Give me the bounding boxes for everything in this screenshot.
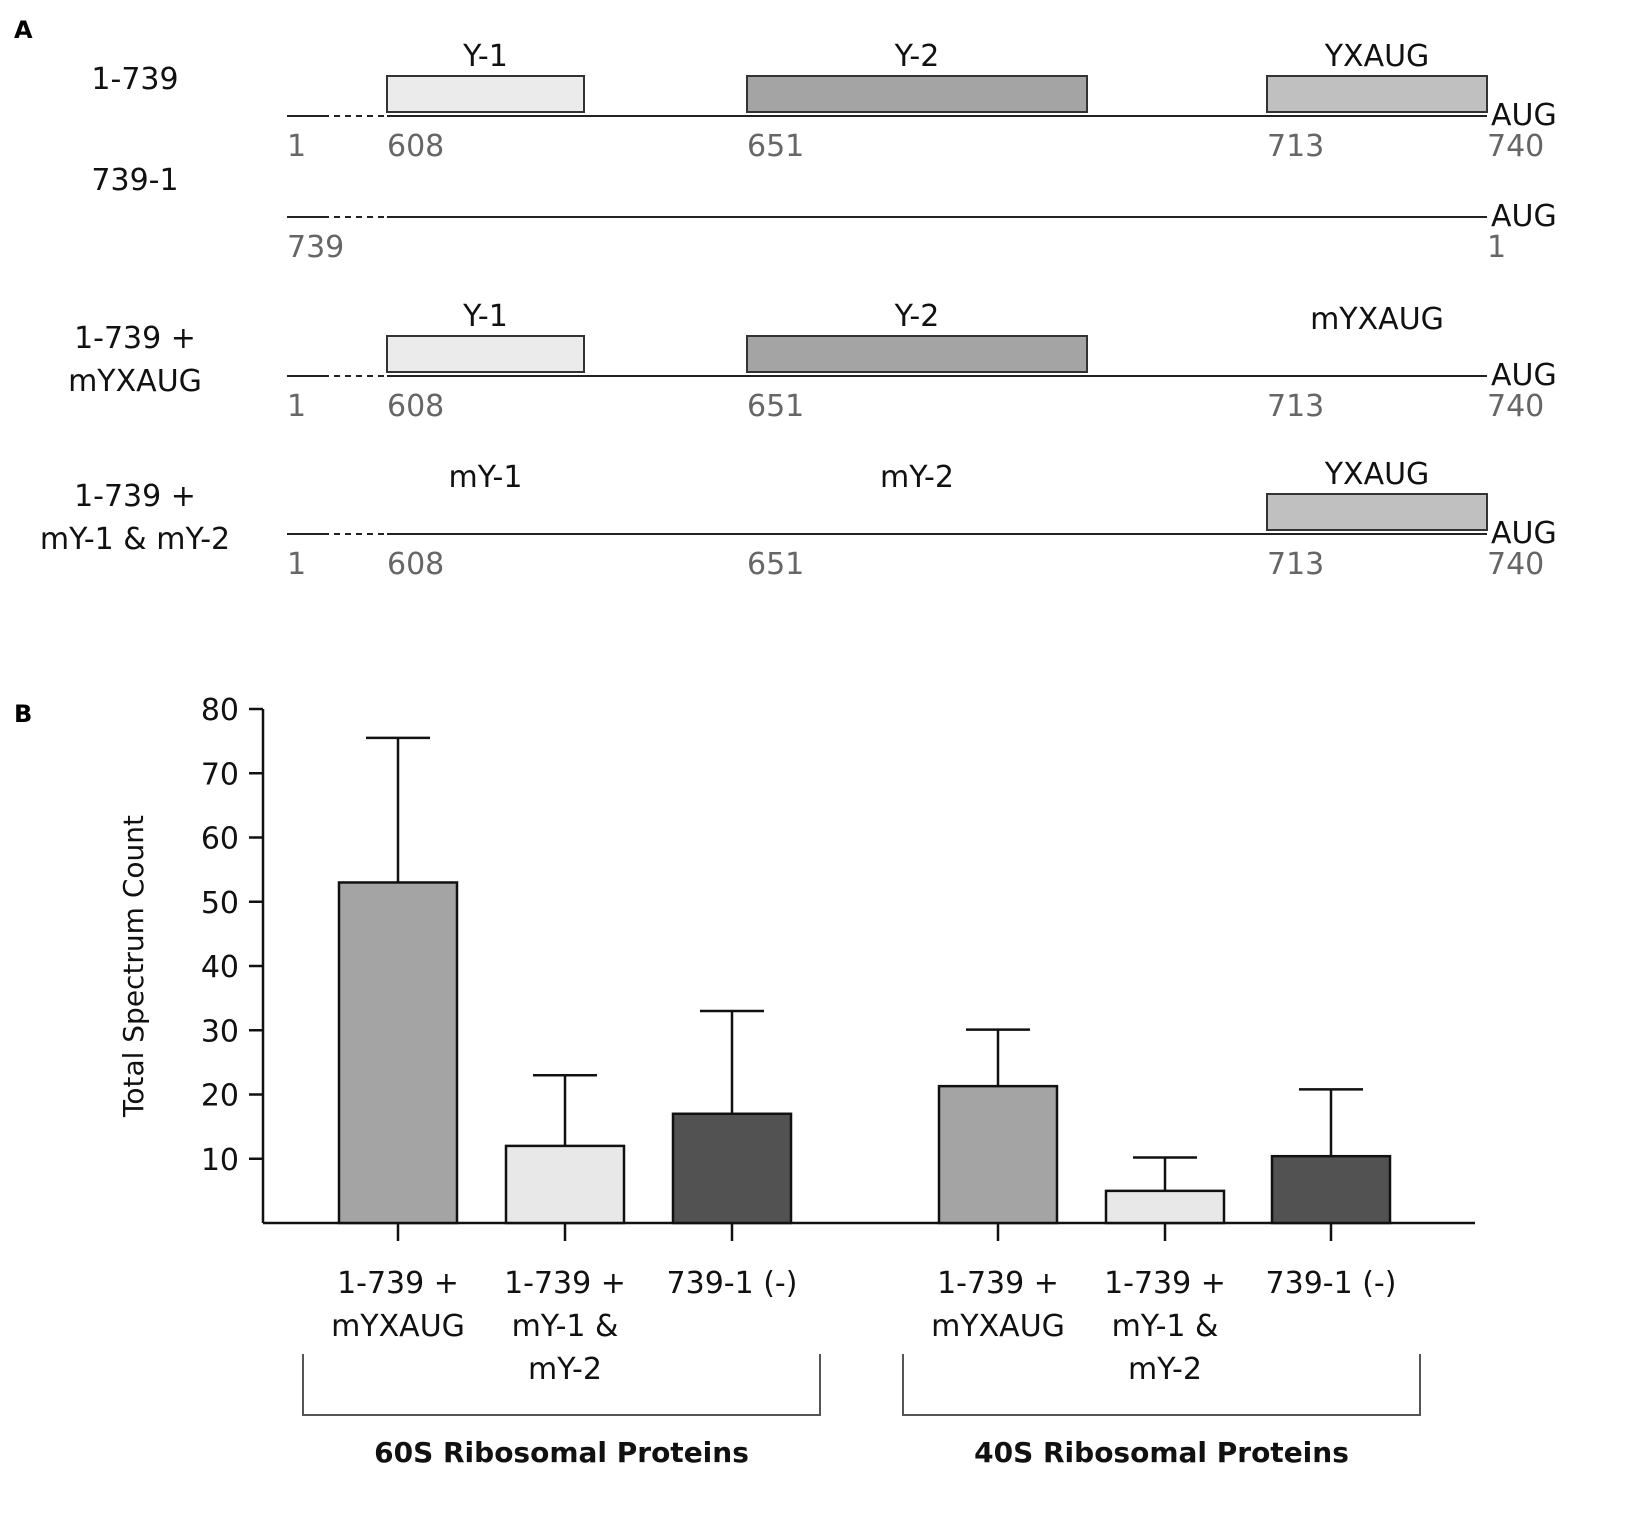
- panel-a-construct-diagram: 1-739 AUG Y-1 Y-2 YXAUG 1 608 651 713 740 739-1 AUG…: [40, 39, 1557, 582]
- y-tick-label: 80: [201, 693, 239, 728]
- bar: [671, 1112, 793, 1225]
- category-label: mY-2: [528, 1352, 602, 1387]
- category-label: 1-739 +: [937, 1266, 1059, 1301]
- bar: [1270, 1154, 1392, 1225]
- construct-row: 1-739 + mY-1 & mY-2 AUG YXAUG mY-1 mY-2 1 608 65…: [40, 457, 1557, 582]
- category-label: mYXAUG: [931, 1309, 1065, 1344]
- element-label: YXAUG: [1324, 457, 1430, 492]
- y-tick-label: 60: [201, 822, 239, 857]
- category-label: 739-1 (-): [1266, 1266, 1397, 1301]
- construct-name: 1-739: [91, 62, 178, 97]
- aug-label: AUG: [1491, 199, 1557, 234]
- bar: [504, 1144, 626, 1225]
- position-number: 608: [387, 547, 444, 582]
- position-number: 651: [747, 389, 804, 424]
- category-label: mY-1 &: [1112, 1309, 1219, 1344]
- position-number: 1: [287, 547, 306, 582]
- element-box: [746, 335, 1088, 373]
- category-label: 1-739 +: [337, 1266, 459, 1301]
- construct-row: 739-1 AUG 739 1: [91, 163, 1556, 265]
- element-label: Y-1: [462, 299, 508, 334]
- position-number: 740: [1487, 389, 1544, 424]
- element-box: [386, 75, 585, 113]
- y-axis-title: Total Spectrum Count: [117, 815, 150, 1118]
- position-number: 651: [747, 129, 804, 164]
- mutated-element-label: mY-2: [880, 460, 954, 495]
- construct-row: 1-739 + mYXAUG AUG Y-1 Y-2 mYXAUG 1 608 651 713 74…: [68, 299, 1557, 424]
- category-label: mY-2: [1128, 1352, 1202, 1387]
- y-tick-label: 50: [201, 886, 239, 921]
- bar-group: 1-739 + mYXAUG 1-739 + mY-1 & mY-2 739-1 (-) 4…: [902, 1028, 1421, 1469]
- element-box: [386, 335, 585, 373]
- position-number: 608: [387, 129, 444, 164]
- bar: [937, 1084, 1059, 1225]
- group-bracket: [302, 1354, 821, 1416]
- panel-b-bar-chart: 10 20 30 40 50 60 70 80 Total Spectrum Count 1-73…: [117, 693, 1475, 1469]
- aug-label: AUG: [1491, 98, 1557, 133]
- group-bracket: [902, 1354, 1421, 1416]
- category-label: mYXAUG: [331, 1309, 465, 1344]
- position-number: 739: [287, 230, 344, 265]
- category-label: 1-739 +: [1104, 1266, 1226, 1301]
- group-label: 60S Ribosomal Proteins: [374, 1436, 749, 1469]
- category-label: 739-1 (-): [667, 1266, 798, 1301]
- y-tick-label: 70: [201, 757, 239, 792]
- position-number: 740: [1487, 129, 1544, 164]
- construct-name: mYXAUG: [68, 364, 202, 399]
- mutated-element-label: mYXAUG: [1310, 302, 1444, 337]
- element-label: Y-1: [462, 39, 508, 74]
- bar: [337, 881, 459, 1225]
- panel-a-letter: A: [14, 16, 33, 44]
- position-number: 1: [1487, 230, 1506, 265]
- y-tick-label: 30: [201, 1014, 239, 1049]
- group-label: 40S Ribosomal Proteins: [974, 1436, 1349, 1469]
- y-tick-label: 10: [201, 1143, 239, 1178]
- position-number: 740: [1487, 547, 1544, 582]
- category-label: 1-739 +: [504, 1266, 626, 1301]
- aug-label: AUG: [1491, 516, 1557, 551]
- aug-label: AUG: [1491, 358, 1557, 393]
- construct-name: 739-1: [91, 163, 178, 198]
- position-number: 608: [387, 389, 444, 424]
- bar: [1104, 1189, 1226, 1225]
- element-label: YXAUG: [1324, 39, 1430, 74]
- category-label: mY-1 &: [512, 1309, 619, 1344]
- element-box: [1266, 493, 1488, 531]
- construct-name: mY-1 & mY-2: [40, 522, 230, 557]
- position-number: 1: [287, 129, 306, 164]
- element-label: Y-2: [894, 299, 940, 334]
- bar-group: 1-739 + mYXAUG 1-739 + mY-1 & mY-2 739-1 (-) 6…: [302, 736, 821, 1469]
- element-box: [746, 75, 1088, 113]
- construct-name: 1-739 +: [74, 479, 196, 514]
- mutated-element-label: mY-1: [449, 460, 523, 495]
- element-box: [1266, 75, 1488, 113]
- construct-row: 1-739 AUG Y-1 Y-2 YXAUG 1 608 651 713 740: [91, 39, 1556, 164]
- element-label: Y-2: [894, 39, 940, 74]
- position-number: 651: [747, 547, 804, 582]
- position-number: 1: [287, 389, 306, 424]
- position-number: 713: [1267, 129, 1324, 164]
- construct-name: 1-739 +: [74, 321, 196, 356]
- position-number: 713: [1267, 389, 1324, 424]
- y-tick-label: 40: [201, 950, 239, 985]
- y-tick-label: 20: [201, 1079, 239, 1114]
- panel-b-letter: B: [14, 700, 32, 728]
- position-number: 713: [1267, 547, 1324, 582]
